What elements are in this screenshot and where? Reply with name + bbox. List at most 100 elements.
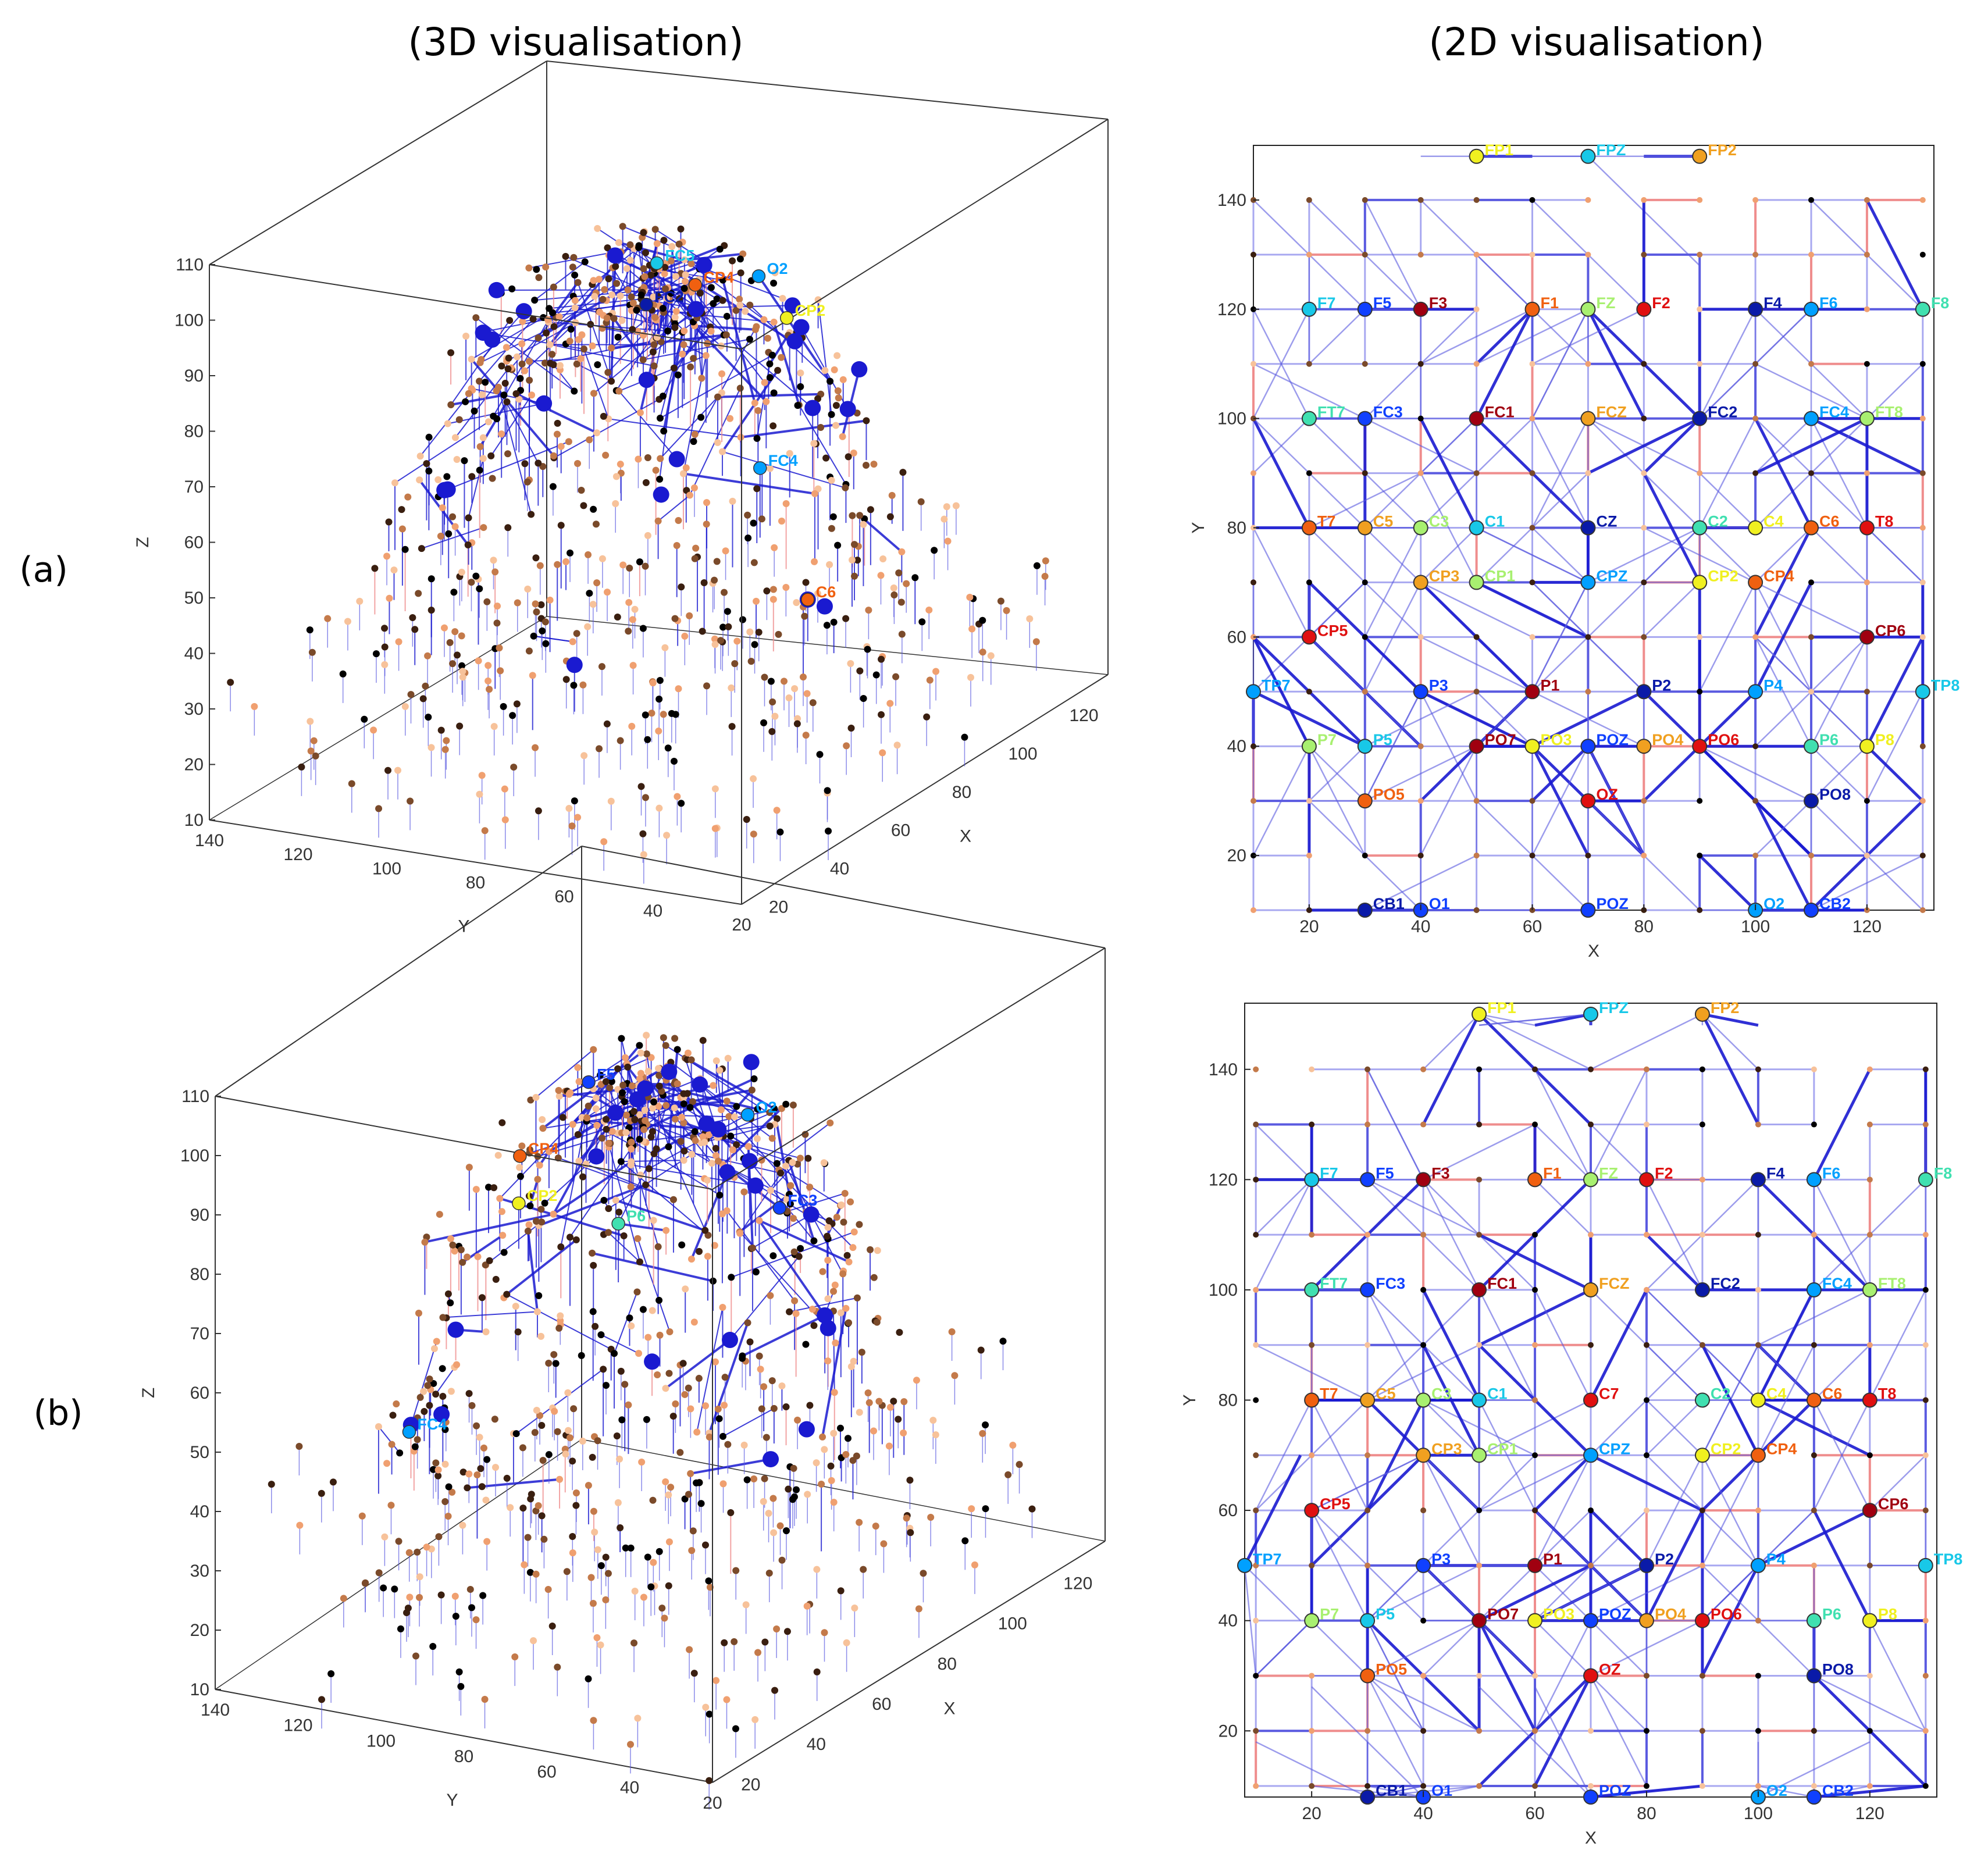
edge xyxy=(1243,1454,1302,1567)
grid-node xyxy=(672,308,680,315)
grid-node xyxy=(644,1068,652,1075)
grid-node xyxy=(716,245,724,253)
electrode-node xyxy=(1804,793,1819,809)
grid-node xyxy=(750,1475,758,1482)
grid-node xyxy=(710,1277,717,1285)
grid-node xyxy=(458,662,465,669)
grid-node xyxy=(707,284,715,291)
grid-node xyxy=(844,1435,852,1442)
grid-node xyxy=(424,652,432,659)
edge xyxy=(1252,418,1311,529)
axis-ticks: 1020304050607080901001101401201008060402… xyxy=(180,1087,1092,1813)
edge xyxy=(1590,1124,1647,1181)
grid-node xyxy=(1476,1121,1483,1128)
grid-node xyxy=(667,1484,675,1491)
edge xyxy=(758,1219,850,1263)
grid-node xyxy=(769,1495,777,1502)
grid-node xyxy=(833,352,841,359)
electrode-label: P2 xyxy=(1655,1550,1674,1568)
grid-node xyxy=(535,807,542,815)
edge xyxy=(1423,1014,1480,1070)
grid-node xyxy=(793,599,800,607)
grid-node xyxy=(427,744,435,751)
grid-node xyxy=(1697,853,1703,859)
edge xyxy=(497,387,532,515)
x-tick-label: 20 xyxy=(741,1775,760,1794)
grid-node xyxy=(624,1063,632,1071)
grid-node xyxy=(375,1569,383,1577)
grid-node xyxy=(768,728,776,735)
edge xyxy=(1755,636,1812,747)
grid-node xyxy=(849,1244,857,1252)
edge xyxy=(621,1161,709,1236)
grid-node xyxy=(545,1359,553,1367)
grid-node xyxy=(1362,634,1368,640)
electrode-node xyxy=(1692,411,1708,426)
grid-node xyxy=(917,498,925,505)
grid-node xyxy=(769,698,776,705)
electrode-node xyxy=(1469,520,1484,536)
edge xyxy=(1643,582,1701,638)
grid-node xyxy=(1808,634,1815,640)
grid-node xyxy=(679,1360,687,1367)
grid-node xyxy=(570,254,578,261)
grid-node xyxy=(650,1098,658,1106)
edge xyxy=(1478,1564,1592,1622)
electrode-node xyxy=(1804,411,1819,426)
grid-node xyxy=(770,279,778,287)
grid-node xyxy=(526,1146,534,1153)
grid-node xyxy=(412,1652,420,1660)
grid-node xyxy=(480,524,487,532)
grid-node xyxy=(1364,1452,1371,1459)
grid-node xyxy=(406,1593,414,1601)
grid-node xyxy=(472,1616,480,1624)
grid-node xyxy=(411,626,419,633)
grid-node xyxy=(819,1433,826,1441)
edge xyxy=(643,1078,755,1131)
grid-node xyxy=(773,807,781,814)
grid-node xyxy=(697,1500,705,1507)
grid-node xyxy=(567,325,575,333)
grid-node xyxy=(790,1214,797,1222)
electrode-label: P3 xyxy=(1431,1550,1451,1568)
electrode-label: F1 xyxy=(1543,1164,1562,1182)
grid-node xyxy=(760,1498,767,1505)
grid-node xyxy=(489,475,496,482)
edge xyxy=(1367,1289,1424,1401)
electrode-node xyxy=(1580,739,1596,754)
electrode-node xyxy=(1357,411,1373,426)
grid-node xyxy=(1697,689,1703,695)
electrode-label: FC2 xyxy=(654,288,684,306)
grid-node xyxy=(1309,1673,1315,1679)
electrode-node xyxy=(1360,1392,1376,1408)
grid-node xyxy=(843,1639,850,1646)
grid-node xyxy=(1588,1066,1594,1072)
grid-node xyxy=(631,1588,639,1595)
grid-node xyxy=(724,1441,732,1448)
x-tick-label: 120 xyxy=(1069,706,1098,725)
grid-node xyxy=(603,1125,610,1133)
grid-node xyxy=(716,1191,724,1199)
grid-node xyxy=(642,479,650,486)
grid-node xyxy=(1309,1232,1315,1238)
grid-node xyxy=(1641,251,1647,258)
grid-node xyxy=(826,561,833,568)
grid-node xyxy=(911,574,919,582)
electrode-node xyxy=(1357,520,1373,536)
electrode-label: P3 xyxy=(1429,676,1448,694)
grid-node xyxy=(340,1595,347,1602)
edge xyxy=(553,1161,632,1215)
grid-node xyxy=(381,643,389,651)
grid-node xyxy=(550,452,557,459)
grid-node xyxy=(775,630,782,638)
grid-node xyxy=(681,1391,689,1398)
grid-node xyxy=(596,308,603,316)
electrode-label: FC4 xyxy=(1822,1275,1852,1292)
edge xyxy=(722,1103,787,1166)
edge xyxy=(533,635,573,643)
grid-node xyxy=(763,1434,770,1441)
grid-node xyxy=(650,1217,657,1224)
grid-node xyxy=(575,1157,583,1165)
electrode-label: TP7 xyxy=(1262,676,1291,694)
